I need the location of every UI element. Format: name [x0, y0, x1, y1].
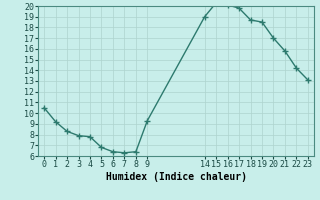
X-axis label: Humidex (Indice chaleur): Humidex (Indice chaleur)	[106, 172, 246, 182]
